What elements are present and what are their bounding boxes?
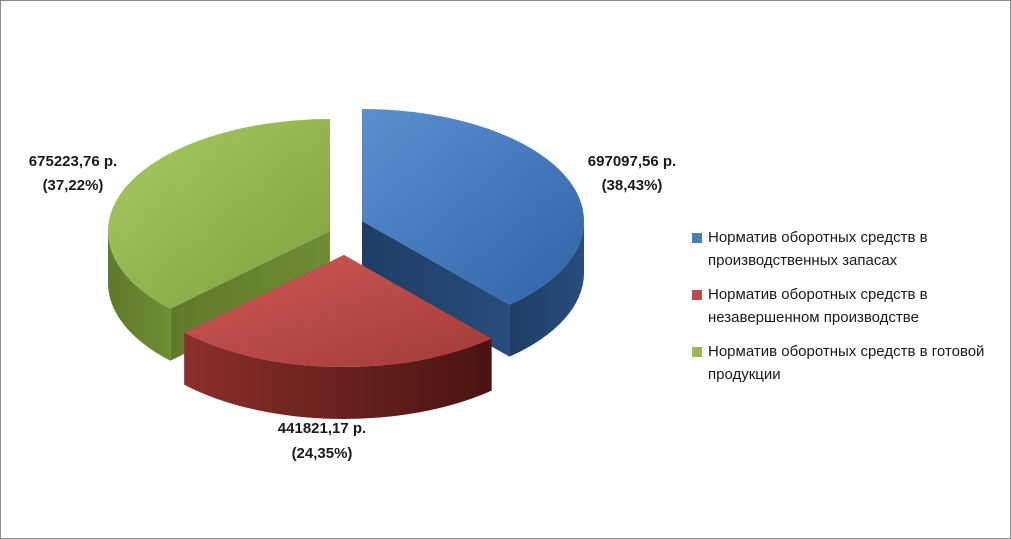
pie-slice	[362, 109, 584, 357]
pie-slice	[184, 255, 492, 419]
slice-top	[362, 109, 584, 305]
slice-wall	[362, 221, 510, 357]
data-label-value: 441821,17 р.	[278, 420, 366, 437]
legend-swatch	[692, 233, 702, 243]
legend-swatch	[692, 347, 702, 357]
data-label-value: 675223,76 р.	[29, 153, 117, 170]
legend-swatch	[692, 290, 702, 300]
slice-top	[184, 255, 492, 367]
slice-top	[107, 119, 331, 309]
legend: Норматив оборотных средств в производств…	[692, 226, 1002, 397]
slice-side	[184, 332, 492, 419]
slice-side	[108, 231, 171, 361]
legend-label: Норматив оборотных средств в готовой про…	[708, 343, 985, 383]
legend-label: Норматив оборотных средств в незавершенн…	[708, 286, 928, 326]
slice-side	[509, 221, 584, 357]
legend-item: Норматив оборотных средств в незавершенн…	[692, 283, 1002, 329]
legend-item: Норматив оборотных средств в готовой про…	[692, 340, 1002, 386]
legend-item: Норматив оборотных средств в производств…	[692, 226, 1002, 272]
data-label-value: 697097,56 р.	[588, 153, 676, 170]
data-label-percent: (38,43%)	[602, 177, 663, 194]
legend-label: Норматив оборотных средств в производств…	[708, 229, 928, 269]
data-label-percent: (24,35%)	[292, 445, 353, 462]
data-label-percent: (37,22%)	[43, 177, 104, 194]
